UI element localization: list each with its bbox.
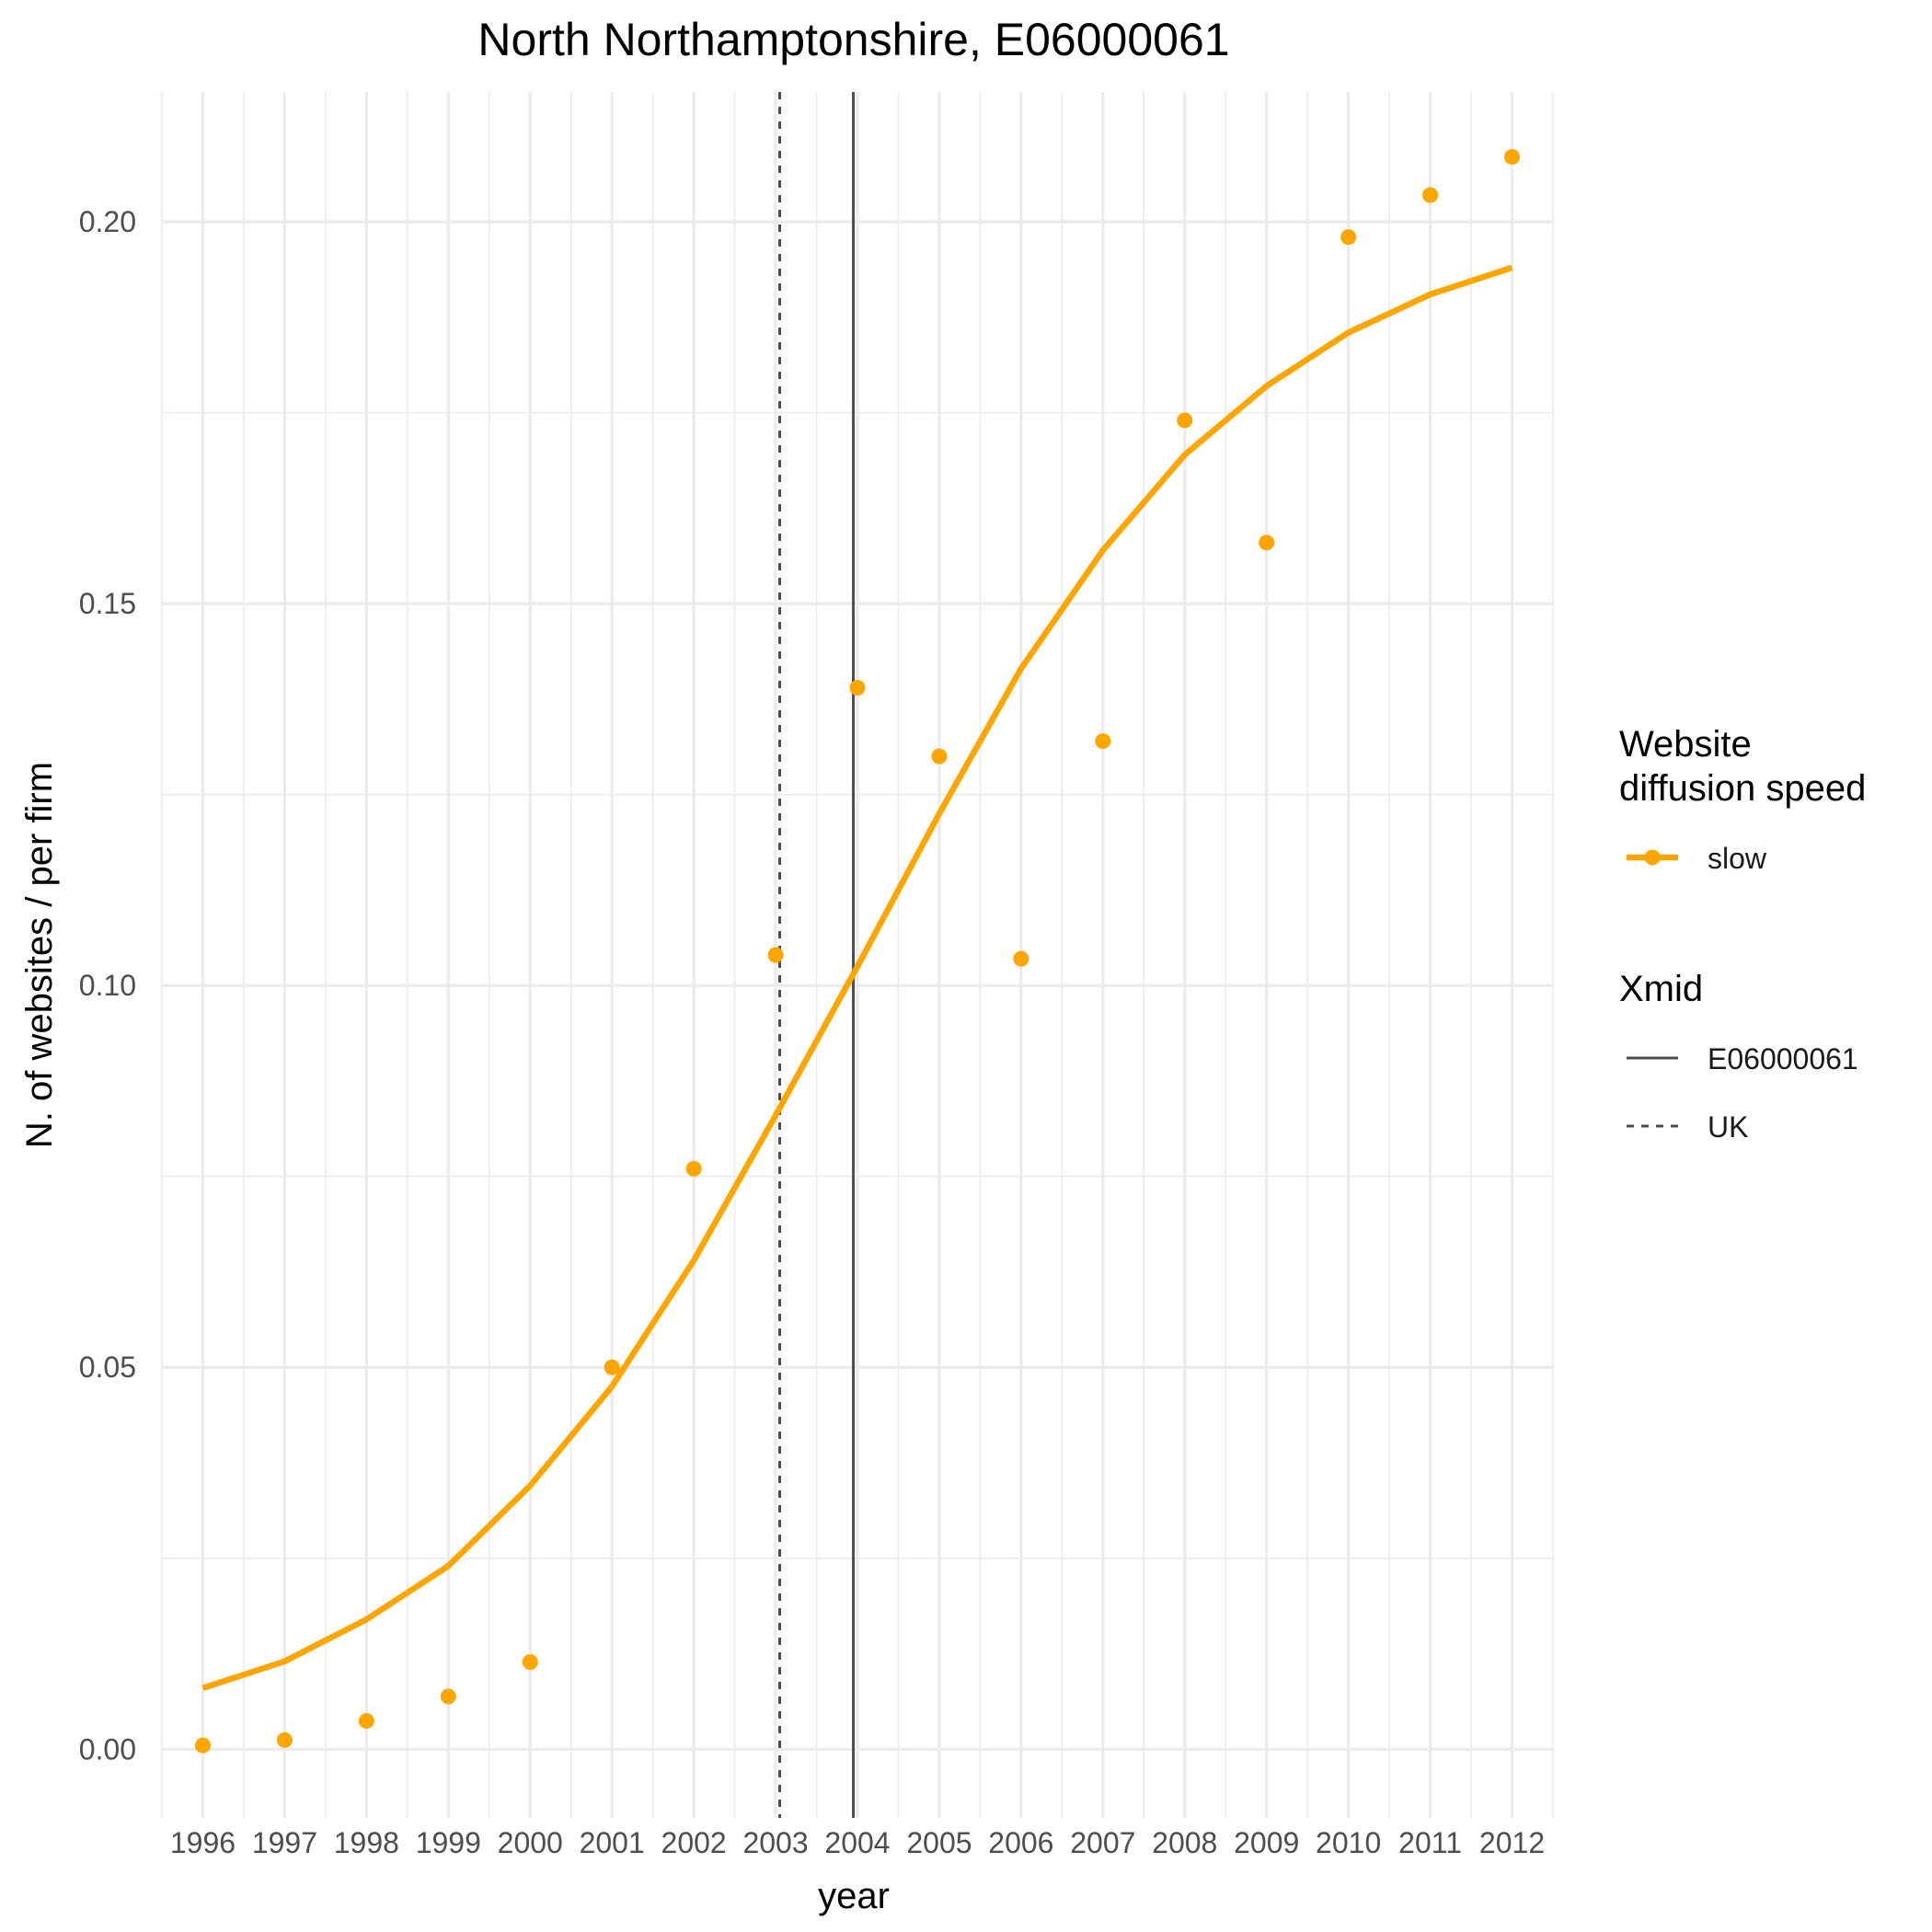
data-point bbox=[849, 679, 866, 696]
y-tick-label: 0.10 bbox=[79, 969, 136, 1002]
data-point bbox=[1504, 149, 1521, 166]
data-point bbox=[194, 1737, 211, 1754]
data-point bbox=[522, 1654, 538, 1671]
legend-key-point bbox=[1644, 849, 1661, 866]
data-point bbox=[1259, 535, 1275, 551]
data-point bbox=[1013, 950, 1029, 967]
x-tick-label: 2010 bbox=[1316, 1826, 1381, 1859]
data-point bbox=[1340, 229, 1357, 246]
x-tick-label: 2001 bbox=[580, 1826, 645, 1859]
y-tick-label: 0.05 bbox=[79, 1351, 136, 1384]
x-tick-label: 2002 bbox=[661, 1826, 727, 1859]
legend-label: UK bbox=[1708, 1110, 1748, 1144]
y-axis-tick-labels: 0.00 0.05 0.10 0.15 0.20 bbox=[79, 205, 136, 1765]
data-point bbox=[358, 1713, 374, 1730]
legend-title: diffusion speed bbox=[1619, 768, 1866, 809]
x-tick-label: 2011 bbox=[1398, 1826, 1462, 1859]
legend-title: Xmid bbox=[1619, 969, 1703, 1009]
data-point bbox=[1177, 412, 1193, 429]
legend-label: E06000061 bbox=[1708, 1042, 1858, 1075]
data-point bbox=[767, 947, 784, 963]
x-tick-label: 1999 bbox=[416, 1826, 481, 1859]
data-point bbox=[1095, 733, 1111, 750]
x-tick-label: 1997 bbox=[252, 1826, 317, 1859]
data-point bbox=[276, 1731, 293, 1748]
x-tick-label: 2006 bbox=[988, 1826, 1053, 1859]
data-point bbox=[931, 748, 948, 765]
x-tick-label: 2012 bbox=[1479, 1826, 1545, 1859]
y-tick-label: 0.20 bbox=[79, 205, 136, 238]
data-point bbox=[440, 1688, 456, 1705]
grid-major bbox=[162, 92, 1553, 1818]
fitted-line-slow bbox=[201, 264, 1513, 1691]
y-tick-label: 0.00 bbox=[79, 1732, 136, 1765]
x-axis-tick-labels: 1996 1997 1998 1999 2000 2001 2002 2003 2004 2005… bbox=[170, 1826, 1545, 1859]
data-point bbox=[1422, 187, 1439, 203]
data-point bbox=[685, 1160, 702, 1177]
x-tick-label: 1996 bbox=[170, 1826, 236, 1859]
x-axis-title: year bbox=[818, 1876, 890, 1916]
legend-label: slow bbox=[1708, 842, 1767, 875]
data-points bbox=[194, 149, 1521, 1754]
x-tick-label: 2005 bbox=[906, 1826, 972, 1859]
x-tick-label: 2004 bbox=[824, 1826, 890, 1859]
y-tick-label: 0.15 bbox=[79, 587, 136, 620]
chart-title: North Northamptonshire, E06000061 bbox=[477, 14, 1229, 65]
x-tick-label: 1998 bbox=[334, 1826, 399, 1859]
x-tick-label: 2003 bbox=[742, 1826, 808, 1859]
reference-lines bbox=[778, 92, 856, 1818]
data-point bbox=[604, 1359, 620, 1375]
legend-title: Website bbox=[1619, 724, 1752, 765]
fitted-lines bbox=[201, 264, 1513, 1691]
x-tick-label: 2000 bbox=[498, 1826, 563, 1859]
x-tick-label: 2009 bbox=[1234, 1826, 1299, 1859]
x-tick-label: 2007 bbox=[1070, 1826, 1135, 1859]
grid-minor bbox=[161, 92, 1554, 1818]
x-tick-label: 2008 bbox=[1152, 1826, 1217, 1859]
y-axis-title: N. of websites / per firm bbox=[19, 762, 60, 1148]
